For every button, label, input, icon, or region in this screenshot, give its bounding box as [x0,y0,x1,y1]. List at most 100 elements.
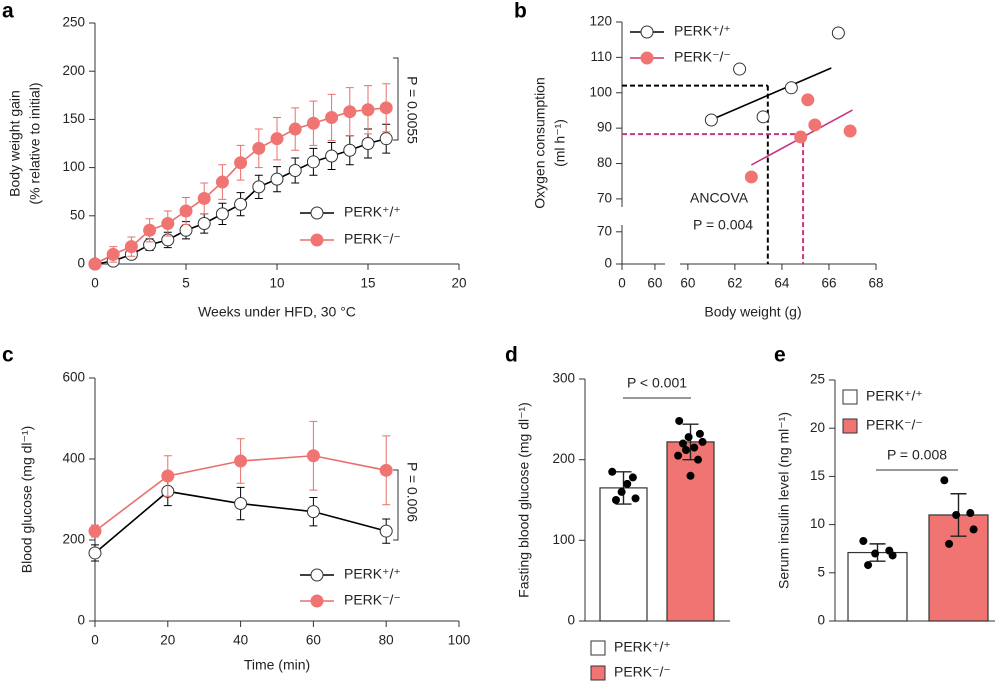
data-point [88,257,102,271]
y-tick-label: 5 [817,564,825,579]
error-bar [615,471,632,505]
data-point [306,449,320,463]
data-point [325,149,339,163]
fit-line [706,67,832,123]
legend-marker [640,25,654,39]
data-point [325,110,339,124]
data-point [611,496,620,504]
y-tick-label: 100 [62,159,85,174]
y-tick-label: 300 [552,371,575,386]
y-tick-label: 100 [552,532,575,547]
data-point [252,180,266,194]
data-point [831,26,845,40]
data-point [88,524,102,538]
y-tick-label: 200 [62,532,85,547]
p-value: P = 0.006 [404,462,420,522]
x-tick-label: 40 [233,633,248,648]
bar [599,487,648,622]
data-point [744,170,758,184]
data-point [361,103,375,117]
legend-label: PERK⁻/⁻ [344,592,401,608]
data-point [690,443,699,452]
legend-label: PERK⁺/⁺ [614,639,671,655]
data-point [969,525,978,534]
data-point [871,549,880,558]
y-tick-label: 110 [590,49,612,64]
legend-marker [310,568,324,582]
data-point [215,175,229,189]
x-tick-label: 0 [91,633,99,648]
y-tick-label: 80 [597,155,612,170]
data-point [733,62,747,76]
y-tick-label: 200 [552,451,575,466]
data-point [124,240,138,254]
p-bracket [393,469,399,541]
y-tick-label: 0 [77,613,85,628]
data-point [623,479,632,488]
data-point [379,101,393,115]
annotation: P = 0.004 [693,217,753,233]
y-axis-label: Serum insulin level (ng ml⁻¹) [776,412,792,589]
data-point [143,223,157,237]
y-tick-label: 150 [62,111,85,126]
data-point [88,546,102,560]
data-point [843,124,857,138]
y-tick-label: 15 [810,468,825,483]
legend-marker [310,206,324,220]
data-point [179,204,193,218]
data-point [966,509,975,518]
y-tick-label: 250 [62,15,85,30]
x-axis-label: Body weight (g) [704,304,801,320]
y-tick-label: 50 [70,207,85,222]
data-point [270,172,284,186]
data-point [288,163,302,177]
bar [666,441,715,622]
legend-marker [310,594,324,608]
y-axis-label: Fasting blood glucose (mg dl⁻¹) [516,402,532,598]
x-tick-label: 60 [306,633,321,648]
data-point [306,505,320,519]
y-axis-label: Oxygen consumption [532,77,548,209]
legend-swatch [590,640,606,656]
data-point [675,416,684,425]
data-point [234,497,248,511]
data-point [252,141,266,155]
legend-swatch [842,389,858,405]
data-point [617,487,626,496]
y-tick-label: 25 [810,372,825,387]
data-point [784,81,798,95]
x-tick-label: 68 [868,276,883,291]
x-tick-label: 66 [821,276,836,291]
data-point [859,536,868,545]
data-point [215,207,229,221]
legend-label: PERK⁺/⁺ [674,23,731,39]
p-value: P < 0.001 [627,375,687,391]
x-tick-label: 64 [774,276,790,291]
bar [847,551,908,622]
y-tick-label: 0 [77,256,85,271]
data-point [234,197,248,211]
x-tick-label: 20 [160,633,175,648]
x-tick-label: 62 [727,276,742,291]
y-tick-label: 0 [567,613,575,628]
data-point [234,454,248,468]
y-tick-label: 400 [62,451,85,466]
y-tick-label: 100 [589,84,612,99]
x-axis-label: Time (min) [244,657,310,673]
y-axis-label: (ml h⁻¹) [552,119,568,167]
data-point [379,524,393,538]
x-tick-label: 100 [448,633,471,648]
data-point [379,132,393,146]
y-tick-label: 70 [597,190,612,205]
data-point [306,155,320,169]
legend-label: PERK⁺/⁺ [344,204,401,220]
panel-letter: c [2,344,14,367]
data-point [940,476,949,485]
data-point [379,463,393,477]
x-tick-label: 15 [360,276,375,291]
panel-letter: a [2,0,14,23]
data-point [197,191,211,205]
data-point [794,130,808,144]
data-point [106,247,120,261]
data-point [608,467,617,476]
